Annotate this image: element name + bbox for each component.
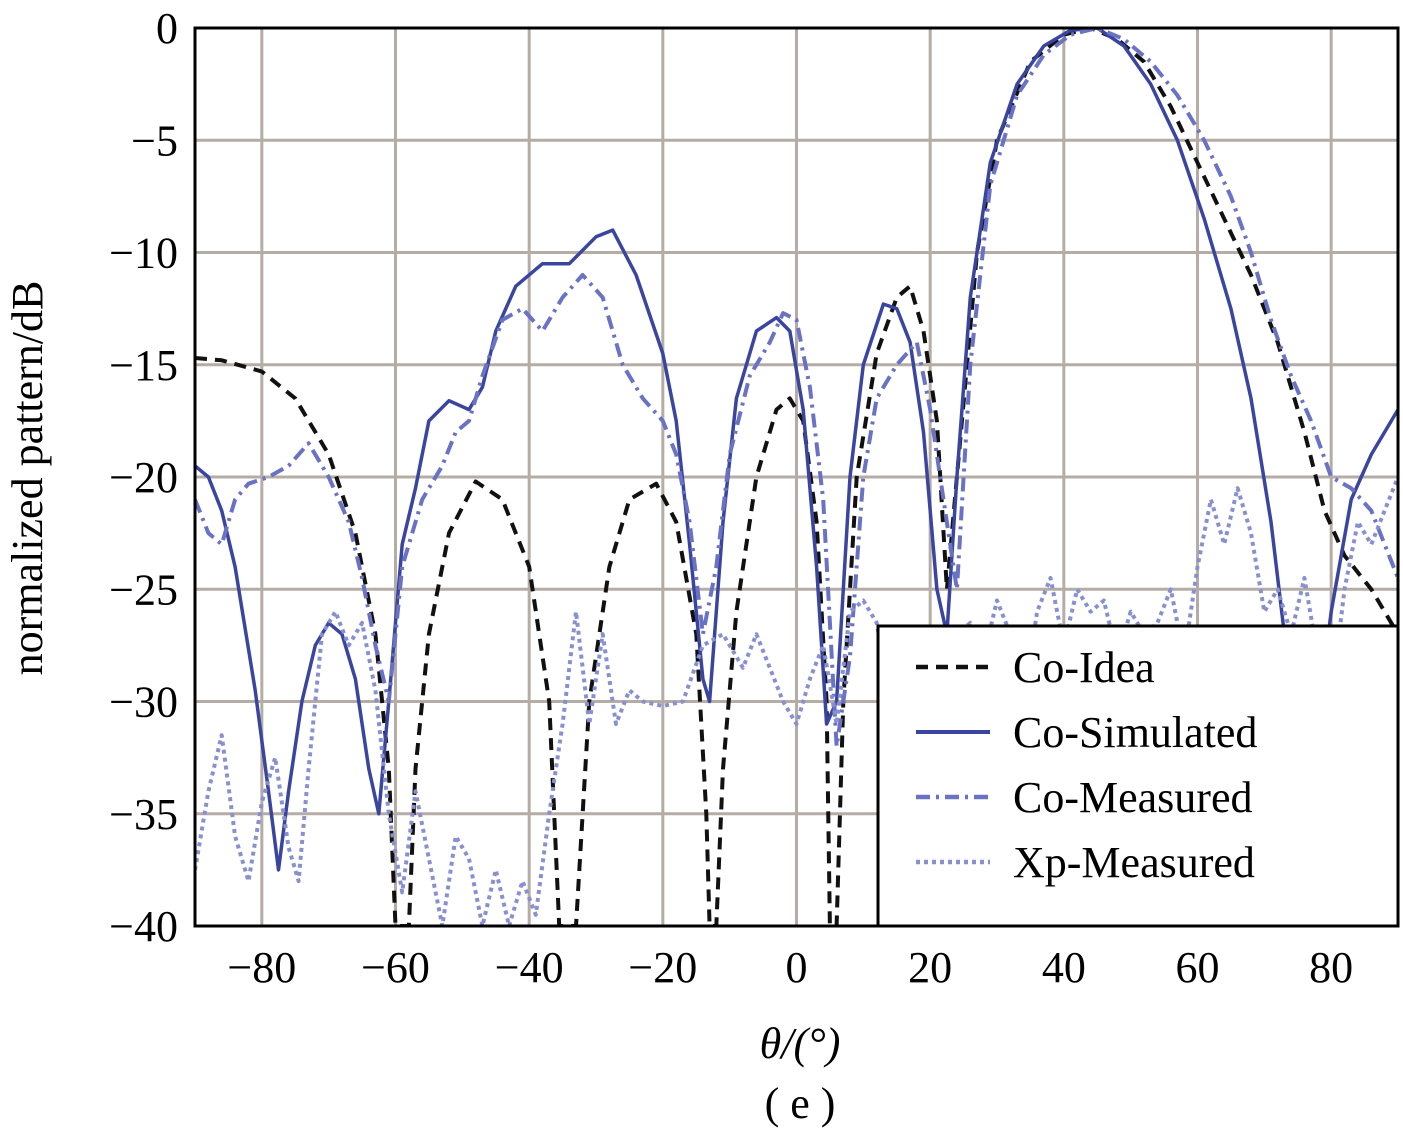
series-co-simulated: [195, 28, 1398, 872]
x-tick-label: −80: [227, 943, 296, 992]
series-line: [195, 28, 1398, 749]
y-tick-label: −15: [109, 341, 178, 390]
y-tick-label: −5: [131, 116, 178, 165]
legend-label: Co-Idea: [1013, 643, 1155, 692]
x-tick-label: 0: [786, 943, 808, 992]
y-tick-label: −25: [109, 565, 178, 614]
series-line: [195, 28, 1398, 872]
legend-item: Co-Simulated: [916, 708, 1257, 757]
legend-item: Xp-Measured: [916, 838, 1255, 887]
series-layer: [195, 28, 1398, 926]
x-axis-title: θ/(°): [760, 1019, 841, 1068]
legend-label: Xp-Measured: [1013, 838, 1255, 887]
legend: Co-Idea Co-Simulated Co-Measured Xp-Measure…: [876, 624, 1400, 928]
y-tick-label: −30: [109, 678, 178, 727]
series-xp-measured: [195, 476, 1398, 926]
y-tick-label: −20: [109, 453, 178, 502]
x-tick-label: −40: [495, 943, 564, 992]
x-tick-label: −20: [628, 943, 697, 992]
y-tick-label: −35: [109, 790, 178, 839]
legend-label: Co-Simulated: [1013, 708, 1257, 757]
y-tick-label: −40: [109, 902, 178, 951]
y-tick-labels: 0 −5 −10 −15 −20 −25 −30 −35 −40: [109, 4, 178, 951]
y-tick-label: −10: [109, 229, 178, 278]
x-tick-label: 40: [1042, 943, 1086, 992]
series-line: [195, 476, 1398, 926]
x-tick-label: 20: [908, 943, 952, 992]
x-tick-labels: −80 −60 −40 −20 0 20 40 60 80: [227, 943, 1353, 992]
legend-item: Co-Idea: [916, 643, 1155, 692]
y-axis-title: normalized pattern/dB: [3, 281, 52, 676]
legend-item: Co-Measured: [916, 773, 1253, 822]
y-tick-label: 0: [156, 4, 178, 53]
legend-label: Co-Measured: [1013, 773, 1253, 822]
x-tick-label: −60: [361, 943, 430, 992]
x-tick-label: 80: [1309, 943, 1353, 992]
series-co-measured: [195, 28, 1398, 749]
legend-box: [876, 624, 1400, 928]
plot-frame: [193, 26, 1400, 928]
x-tick-label: 60: [1176, 943, 1220, 992]
legend-items: Co-Idea Co-Simulated Co-Measured Xp-Measure…: [916, 643, 1257, 887]
figure-caption: ( e ): [765, 1079, 836, 1128]
